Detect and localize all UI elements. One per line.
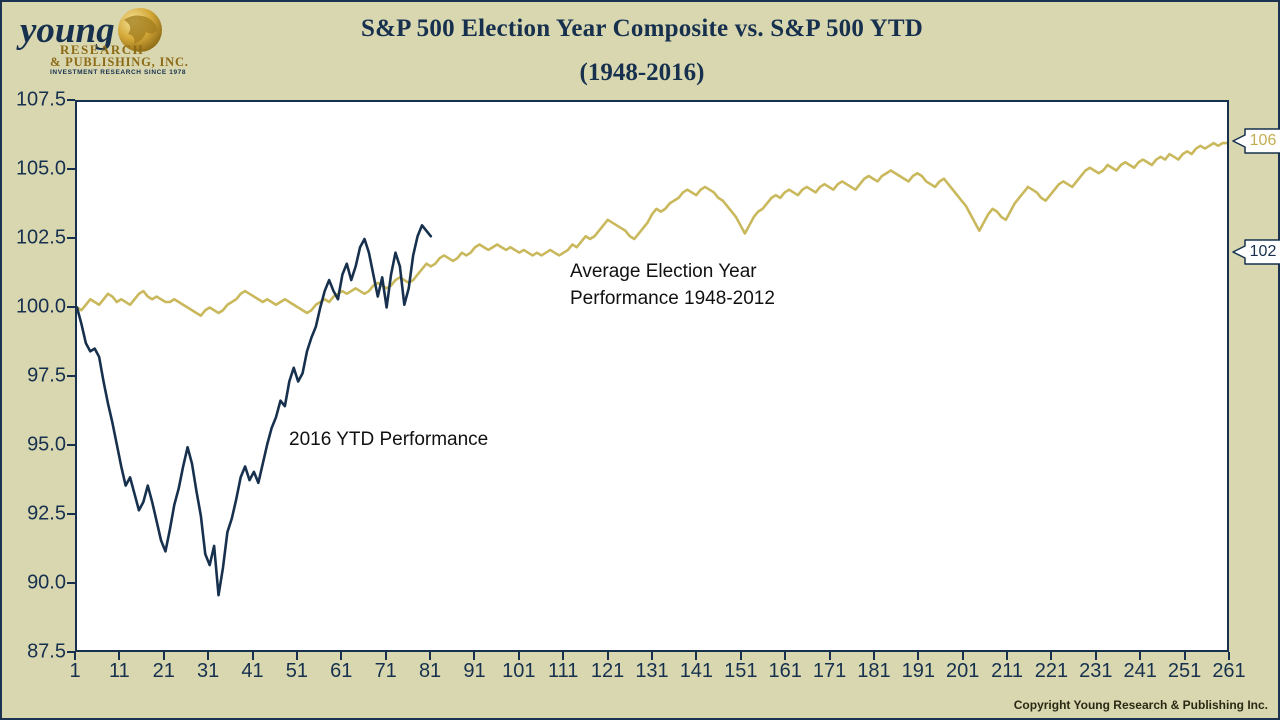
y-axis-tick-mark	[67, 513, 75, 515]
series-2016-ytd	[77, 224, 433, 597]
x-axis-tick-mark	[340, 652, 343, 660]
x-axis-tick-label: 11	[108, 660, 130, 682]
x-axis-tick-label: 211	[991, 660, 1024, 682]
x-axis-tick-label: 41	[241, 660, 264, 682]
y-axis-tick-mark	[67, 582, 75, 584]
plot-area	[75, 100, 1229, 652]
annotation-average-election-year: Average Election Year Performance 1948-2…	[570, 261, 775, 309]
x-axis-tick-label: 51	[285, 660, 309, 682]
x-axis-tick-mark	[74, 652, 76, 660]
x-axis-tick-mark	[162, 652, 165, 660]
svg-text:& PUBLISHING, INC.: & PUBLISHING, INC.	[50, 55, 189, 69]
series-average-election-year	[77, 141, 1227, 318]
copyright-notice: Copyright Young Research & Publishing In…	[1013, 698, 1268, 712]
x-axis-tick-mark	[872, 652, 875, 660]
x-axis-tick-mark	[606, 652, 609, 660]
x-axis-tick-mark	[1139, 652, 1142, 660]
x-axis-tick-label: 1	[69, 660, 81, 682]
svg-text:young: young	[16, 10, 115, 51]
callout-arrow-icon	[1232, 239, 1280, 265]
svg-text:INVESTMENT RESEARCH SINCE 1978: INVESTMENT RESEARCH SINCE 1978	[50, 69, 186, 76]
x-axis-tick-label: 251	[1167, 660, 1202, 682]
callout-composite-end: 106	[1232, 128, 1280, 155]
y-axis-tick-label: 100.0	[15, 295, 66, 318]
x-axis-tick-label: 31	[197, 660, 220, 682]
chart-title: S&P 500 Election Year Composite vs. S&P …	[361, 15, 923, 42]
annotation-2016-ytd: 2016 YTD Performance	[289, 429, 489, 450]
y-axis-tick-mark	[67, 375, 75, 377]
x-axis-tick-label: 161	[768, 660, 802, 682]
x-axis-tick-mark	[384, 652, 387, 660]
y-axis-tick-label: 107.5	[15, 88, 66, 111]
callout-ytd-end-value: 102	[1249, 242, 1277, 260]
x-axis-tick-mark	[562, 652, 565, 660]
x-axis-tick-mark	[295, 652, 298, 660]
y-axis-tick-label: 105.0	[15, 157, 66, 180]
y-axis-tick-label: 92.5	[27, 502, 66, 525]
chart-subtitle: (1948-2016)	[579, 59, 705, 86]
y-axis-tick-label: 97.5	[27, 364, 66, 387]
x-axis-tick-mark	[961, 652, 964, 660]
x-axis-tick-label: 61	[330, 660, 353, 682]
x-axis-tick-mark	[1006, 652, 1009, 660]
x-axis-tick-label: 241	[1123, 660, 1157, 682]
young-research-publishing-logo: young RESEARCH & PUBLISHING, INC. INVEST…	[12, 6, 212, 76]
x-axis-tick-label: 261	[1212, 660, 1246, 682]
x-axis-tick-mark	[917, 652, 920, 660]
x-axis-tick-label: 221	[1034, 660, 1069, 682]
x-axis-tick-mark	[828, 652, 831, 660]
x-axis-tick-mark	[473, 652, 476, 660]
x-axis-tick-label: 191	[901, 660, 935, 682]
x-axis-tick-label: 151	[724, 660, 758, 682]
x-axis-tick-label: 81	[418, 660, 442, 682]
y-axis-tick-label: 95.0	[27, 433, 66, 456]
x-axis-tick-mark	[517, 652, 520, 660]
x-axis-tick-mark	[118, 652, 121, 660]
y-axis-tick-label: 102.5	[15, 226, 66, 249]
x-axis-tick-label: 141	[679, 660, 714, 682]
callout-arrow-icon	[1232, 128, 1280, 155]
x-axis-tick-mark	[1183, 652, 1186, 660]
svg-text:RESEARCH: RESEARCH	[60, 42, 144, 57]
x-axis-tick-mark	[695, 652, 698, 660]
x-axis-tick-label: 71	[374, 660, 397, 682]
x-axis-tick-mark	[1228, 652, 1230, 660]
callout-ytd-end: 102	[1232, 239, 1280, 265]
x-axis-tick-mark	[651, 652, 653, 660]
callout-composite-end-value: 106	[1249, 132, 1277, 150]
x-axis-tick-label: 201	[946, 660, 980, 682]
x-axis-tick-label: 131	[635, 660, 669, 682]
x-axis-tick-label: 21	[152, 660, 175, 682]
x-axis-tick-label: 91	[463, 660, 486, 682]
x-axis-tick-label: 181	[857, 660, 891, 682]
x-axis-tick-label: 101	[502, 660, 536, 682]
y-axis-tick-label: 90.0	[27, 571, 66, 594]
x-axis-tick-label: 111	[548, 660, 579, 682]
x-axis-tick-label: 171	[812, 660, 847, 682]
series-canvas	[77, 141, 1227, 597]
y-axis-tick-mark	[67, 168, 75, 170]
x-axis-tick-mark	[1050, 652, 1053, 660]
x-axis-tick-label: 231	[1079, 660, 1113, 682]
y-axis-tick-mark	[67, 99, 75, 101]
x-axis-tick-mark	[207, 652, 210, 660]
x-axis-tick-mark	[1094, 652, 1097, 660]
x-axis-tick-label: 121	[590, 660, 625, 682]
x-axis-tick-mark	[784, 652, 787, 660]
y-axis-tick-mark	[67, 651, 75, 653]
x-axis-tick-mark	[429, 652, 432, 660]
y-axis-tick-mark	[67, 306, 75, 308]
y-axis-tick-mark	[67, 237, 75, 239]
x-axis-tick-mark	[739, 652, 742, 660]
chart-title-block: S&P 500 Election Year Composite vs. S&P …	[222, 12, 1062, 90]
y-axis-tick-label: 87.5	[27, 640, 66, 663]
x-axis-tick-mark	[251, 652, 254, 660]
y-axis-tick-mark	[67, 444, 75, 446]
